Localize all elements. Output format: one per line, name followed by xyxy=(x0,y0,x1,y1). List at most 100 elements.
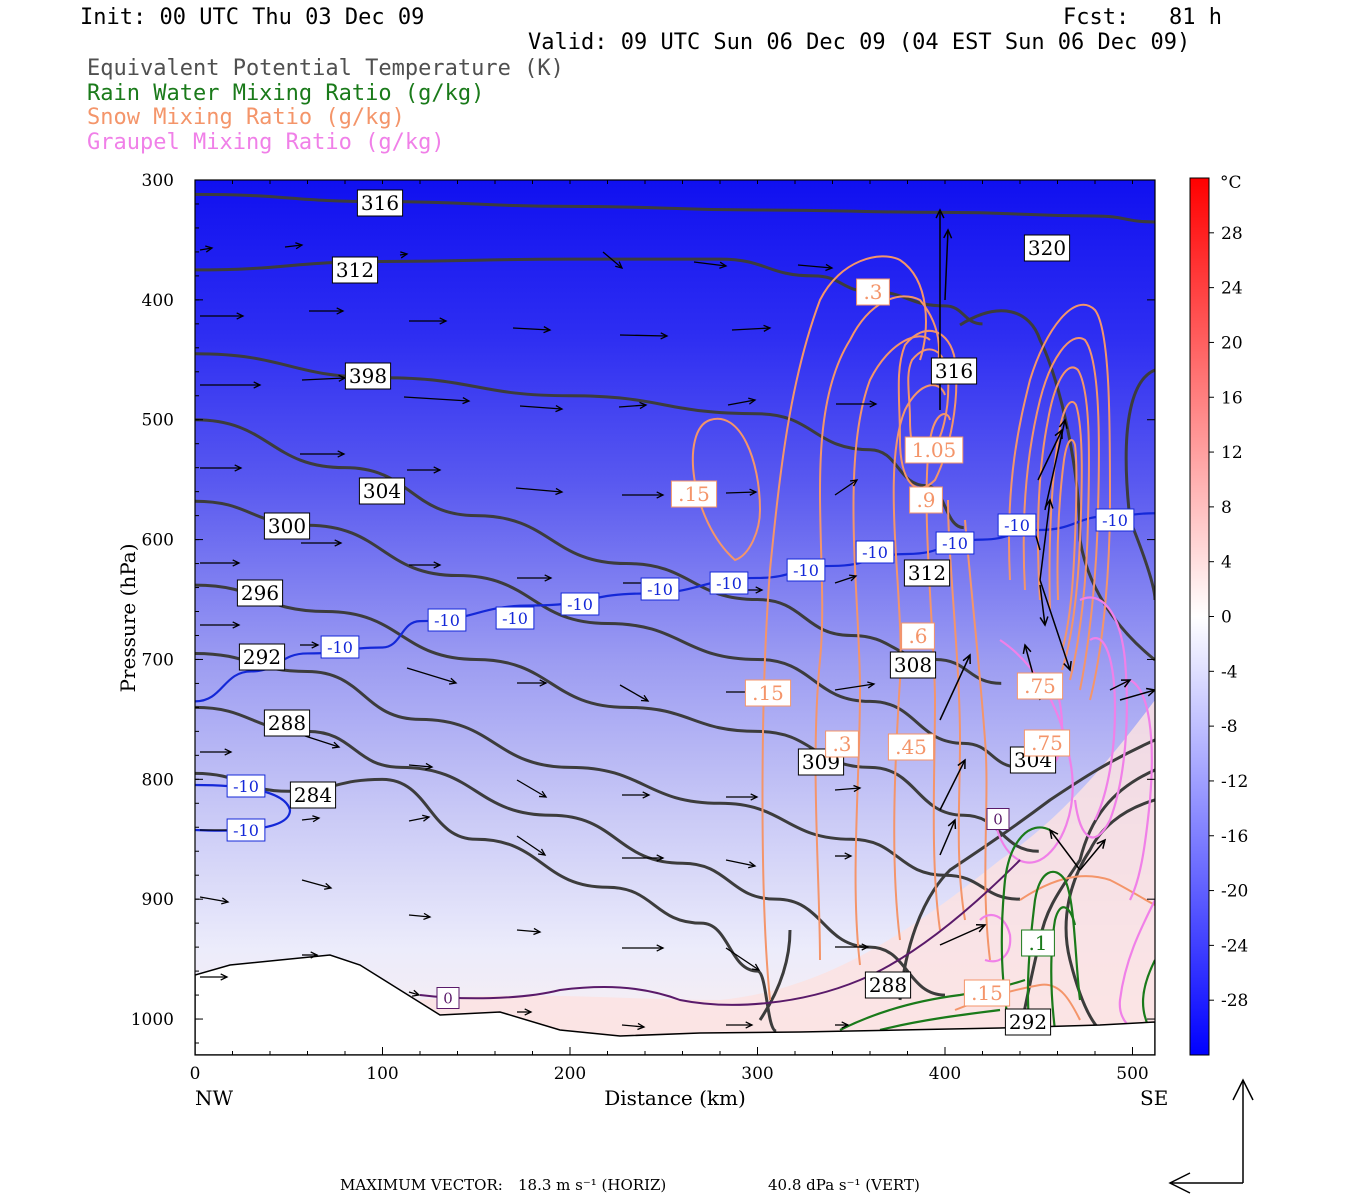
isotherm-label: -10 xyxy=(997,513,1037,537)
colorbar-tick-label: -20 xyxy=(1221,882,1248,902)
wind-vector xyxy=(1039,498,1054,581)
wind-vector xyxy=(200,559,241,567)
x-tick-label: 200 xyxy=(554,1064,586,1084)
ylabel: Pressure (hPa) xyxy=(116,544,140,693)
theta-e-contour-296 xyxy=(195,583,1039,853)
theta-e-contour-extra xyxy=(898,738,1155,1001)
svg-text:.15: .15 xyxy=(971,981,1003,1005)
snow-label: .15 xyxy=(670,480,718,508)
wind-vector xyxy=(409,561,442,569)
snow-label: .3 xyxy=(856,278,890,306)
x-tick-label: 500 xyxy=(1116,1064,1148,1084)
colorbar-tick-label: 24 xyxy=(1221,279,1243,299)
wind-vector xyxy=(622,944,665,952)
max-vector-vert: 40.8 dPa s⁻¹ (VERT) xyxy=(768,1176,920,1194)
x-tick-label: 300 xyxy=(741,1064,773,1084)
colorbar-tick-label: 20 xyxy=(1221,333,1243,353)
wind-vector xyxy=(726,793,759,801)
wind-vector xyxy=(407,466,442,474)
field-label-theta-e: Equivalent Potential Temperature (K) xyxy=(87,56,564,81)
snow-contour xyxy=(1048,401,1083,671)
wind-vector xyxy=(939,758,966,811)
wind-vector xyxy=(1039,584,1049,627)
wind-vector xyxy=(622,791,651,799)
theta-e-label: 316 xyxy=(356,189,404,217)
wind-vector xyxy=(602,251,624,269)
snow-contour xyxy=(761,255,927,1001)
wind-vector xyxy=(834,681,876,691)
svg-text:-10: -10 xyxy=(1102,511,1128,530)
snow-label: 1.05 xyxy=(904,436,964,464)
wind-vector xyxy=(1039,579,1072,672)
svg-text:288: 288 xyxy=(869,973,907,997)
wind-vector xyxy=(621,1022,646,1031)
theta-e-label: 316 xyxy=(930,357,978,385)
theta-e-contour-288 xyxy=(195,705,946,997)
y-tick-label: 300 xyxy=(142,171,174,191)
wind-vector xyxy=(200,464,243,472)
init-label: Init: 00 UTC Thu 03 Dec 09 xyxy=(80,5,425,30)
y-tick-label: 600 xyxy=(142,531,174,551)
graupel-contour xyxy=(1089,637,1117,821)
snow-label: .15 xyxy=(744,679,792,707)
snow-label: .15 xyxy=(963,979,1011,1007)
svg-text:.9: .9 xyxy=(916,488,935,512)
wind-vector xyxy=(835,1021,850,1029)
theta-e-label: 292 xyxy=(238,643,286,671)
svg-text:300: 300 xyxy=(268,514,306,538)
svg-text:.45: .45 xyxy=(895,735,927,759)
svg-text:-10: -10 xyxy=(233,821,259,840)
theta-e-contour-312 xyxy=(195,257,983,326)
svg-text:292: 292 xyxy=(1009,1010,1047,1034)
wind-vector xyxy=(200,973,229,981)
colorbar-tick-label: 28 xyxy=(1221,224,1243,244)
wind-vector xyxy=(408,762,434,771)
x-tick-label: 100 xyxy=(366,1064,398,1084)
svg-text:-10: -10 xyxy=(502,609,528,628)
wind-vector xyxy=(834,479,859,496)
wind-vector xyxy=(619,684,650,702)
x-end-label-left: NW xyxy=(195,1086,234,1110)
snow-contour xyxy=(1056,439,1078,651)
wind-vector xyxy=(835,852,853,860)
wind-vector xyxy=(301,734,341,749)
theta-e-label: 312 xyxy=(331,256,379,284)
wind-vector xyxy=(943,228,953,301)
x-tick-label: 400 xyxy=(929,1064,961,1084)
svg-text:-10: -10 xyxy=(233,777,259,796)
wind-vector xyxy=(301,539,343,547)
wind-vector xyxy=(731,324,772,332)
wind-vector xyxy=(515,487,564,496)
rain-contour xyxy=(879,1008,1001,1032)
theta-e-label: 312 xyxy=(903,559,951,587)
wind-vector xyxy=(200,621,241,629)
wind-vector xyxy=(834,784,862,793)
snow-contour xyxy=(814,295,941,961)
isotherm-label: -10 xyxy=(1095,508,1135,532)
isotherm-label: -10 xyxy=(427,608,467,632)
theta-e-label: 320 xyxy=(1023,234,1071,262)
snow-contour xyxy=(964,519,991,961)
wind-vector xyxy=(622,491,665,499)
snow-contour xyxy=(947,499,966,921)
y-tick-label: 700 xyxy=(142,650,174,670)
y-tick-label: 900 xyxy=(142,890,174,910)
svg-text:312: 312 xyxy=(908,561,946,585)
svg-text:398: 398 xyxy=(349,364,387,388)
theta-e-contour-300 xyxy=(195,499,1021,769)
wind-vector xyxy=(517,679,548,687)
wind-vector xyxy=(939,653,971,721)
colorbar-tick-label: -16 xyxy=(1221,827,1248,847)
wind-vector xyxy=(1119,687,1155,701)
svg-text:-10: -10 xyxy=(716,574,742,593)
wind-vector xyxy=(939,923,987,946)
theta-e-contour-extra xyxy=(758,929,792,1021)
wind-vector xyxy=(512,326,552,334)
svg-text:.6: .6 xyxy=(908,624,927,648)
colorbar xyxy=(1189,177,1210,1056)
snow-label: .75 xyxy=(1016,672,1064,700)
wind-vector xyxy=(517,1008,533,1016)
svg-text:296: 296 xyxy=(241,581,279,605)
max-vector-horiz: 18.3 m s⁻¹ (HORIZ) xyxy=(518,1176,667,1194)
max-vector-label: MAXIMUM VECTOR: xyxy=(340,1176,503,1194)
